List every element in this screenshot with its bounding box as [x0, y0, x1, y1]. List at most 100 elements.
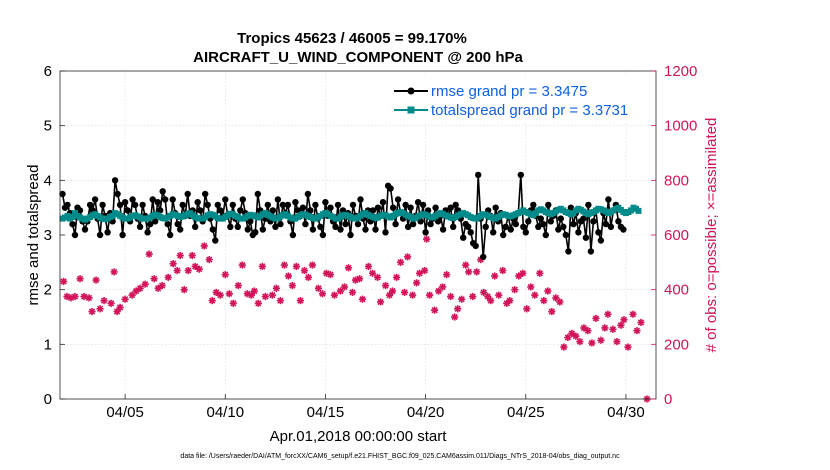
legend-totalspread-label: totalspread grand pr = 3.3731 — [431, 102, 628, 119]
series-layer — [59, 171, 651, 403]
rmse-point — [162, 196, 169, 203]
obs-assimilated-marker — [292, 262, 300, 271]
obs-assimilated-marker — [254, 299, 262, 307]
rmse-point — [209, 226, 216, 233]
obs-assimilated-marker-center — [546, 289, 550, 293]
data-file-footnote: data file: /Users/raeder/DAI/ATM_forcXX/… — [180, 453, 620, 460]
obs-assimilated-marker-center — [182, 287, 187, 292]
obs-assimilated-marker — [296, 297, 305, 305]
obs-assimilated-marker-center — [507, 298, 512, 303]
rmse-point — [244, 226, 251, 233]
rmse-point — [139, 201, 146, 209]
rmse-point — [590, 218, 597, 225]
obs-assimilated-marker-center — [387, 293, 392, 297]
rmse-point — [177, 226, 184, 233]
obs-assimilated-marker — [519, 269, 527, 277]
rmse-point — [292, 199, 299, 206]
rmse-point — [174, 220, 181, 228]
obs-assimilated-marker — [637, 318, 645, 327]
obs-assimilated-marker — [276, 297, 284, 305]
rmse-point — [460, 234, 467, 241]
rmse-point — [239, 196, 246, 203]
x-tick-label: 04/20 — [407, 404, 445, 421]
rmse-point — [194, 199, 201, 206]
obs-assimilated-marker — [358, 295, 367, 303]
obs-assimilated-marker — [300, 266, 309, 275]
legend-box — [390, 77, 645, 122]
rmse-point — [422, 229, 429, 236]
rmse-point — [204, 201, 211, 209]
obs-assimilated-marker-center — [152, 276, 156, 281]
obs-assimilated-marker — [314, 284, 323, 292]
obs-assimilated-marker — [597, 336, 605, 344]
obs-assimilated-marker — [454, 305, 462, 313]
rmse-point — [500, 231, 507, 239]
rmse-point — [580, 215, 587, 222]
rmse-point — [272, 223, 279, 230]
obs-assimilated-marker-center — [394, 275, 399, 280]
rmse-point — [157, 207, 164, 214]
obs-assimilated-marker — [132, 287, 140, 295]
rmse-point — [299, 204, 307, 211]
obs-assimilated-marker — [141, 280, 149, 288]
obs-assimilated-marker-center — [455, 307, 460, 311]
rmse-point — [337, 226, 344, 233]
obs-assimilated-marker-center — [240, 263, 245, 267]
rmse-point — [530, 201, 537, 209]
obs-assimilated-marker — [560, 343, 568, 351]
rmse-point — [517, 171, 524, 179]
rmse-point — [432, 204, 439, 211]
obs-assimilated-marker — [272, 284, 280, 292]
rmse-point — [104, 229, 111, 236]
obs-assimilated-marker — [326, 271, 335, 279]
obs-assimilated-marker — [96, 305, 104, 313]
obs-assimilated-marker-center — [390, 289, 395, 293]
rmse-point — [490, 229, 497, 236]
obs-assimilated-marker — [205, 256, 213, 264]
rmse-point — [587, 248, 595, 255]
obs-assimilated-marker — [416, 269, 424, 277]
rmse-point — [309, 226, 317, 233]
obs-assimilated-marker — [506, 297, 514, 305]
rmse-point — [164, 220, 171, 228]
rmse-point — [379, 199, 387, 206]
obs-assimilated-marker-center — [574, 334, 578, 338]
rmse-point — [389, 204, 397, 211]
obs-assimilated-marker-center — [302, 268, 307, 273]
obs-assimilated-marker — [396, 258, 405, 266]
obs-assimilated-marker — [465, 268, 473, 276]
rmse-point — [602, 220, 610, 228]
right-tick-label: 1000 — [664, 118, 697, 135]
rmse-point — [452, 201, 459, 209]
obs-assimilated-marker — [601, 324, 609, 332]
obs-assimilated-marker — [284, 272, 292, 280]
obs-assimilated-marker — [388, 287, 397, 295]
obs-assimilated-marker-center — [328, 272, 333, 277]
rmse-point — [214, 201, 221, 209]
obs-assimilated-marker — [499, 266, 507, 275]
obs-assimilated-marker-center — [459, 297, 464, 302]
obs-assimilated-marker-center — [485, 294, 490, 299]
obs-assimilated-marker-center — [156, 286, 160, 291]
x-axis-label: Apr.01,2018 00:00:00 start — [270, 428, 448, 445]
rmse-point — [144, 229, 151, 236]
obs-assimilated-marker — [258, 262, 266, 271]
obs-assimilated-marker — [229, 299, 237, 307]
chart-subtitle: AIRCRAFT_U_WIND_COMPONENT @ 200 hPa — [193, 49, 523, 66]
rmse-point — [264, 201, 271, 209]
obs-assimilated-marker — [376, 298, 385, 306]
obs-assimilated-marker — [556, 298, 564, 306]
obs-assimilated-marker-center — [405, 255, 410, 259]
left-tick-label: 6 — [44, 63, 52, 80]
obs-assimilated-marker — [184, 266, 192, 275]
right-axis: 0 200 400 600 800 1000 1200 — [651, 63, 697, 408]
x-tick-label: 04/30 — [607, 404, 645, 421]
rmse-point — [116, 201, 124, 209]
obs-assimilated-marker — [304, 273, 313, 281]
rmse-point — [607, 223, 615, 230]
obs-assimilated-marker-center — [599, 338, 603, 343]
left-axis-label: rmse and totalspread — [25, 165, 42, 306]
left-tick-label: 5 — [44, 118, 52, 135]
obs-assimilated-marker — [576, 338, 584, 346]
x-tick-label: 04/10 — [207, 404, 245, 421]
